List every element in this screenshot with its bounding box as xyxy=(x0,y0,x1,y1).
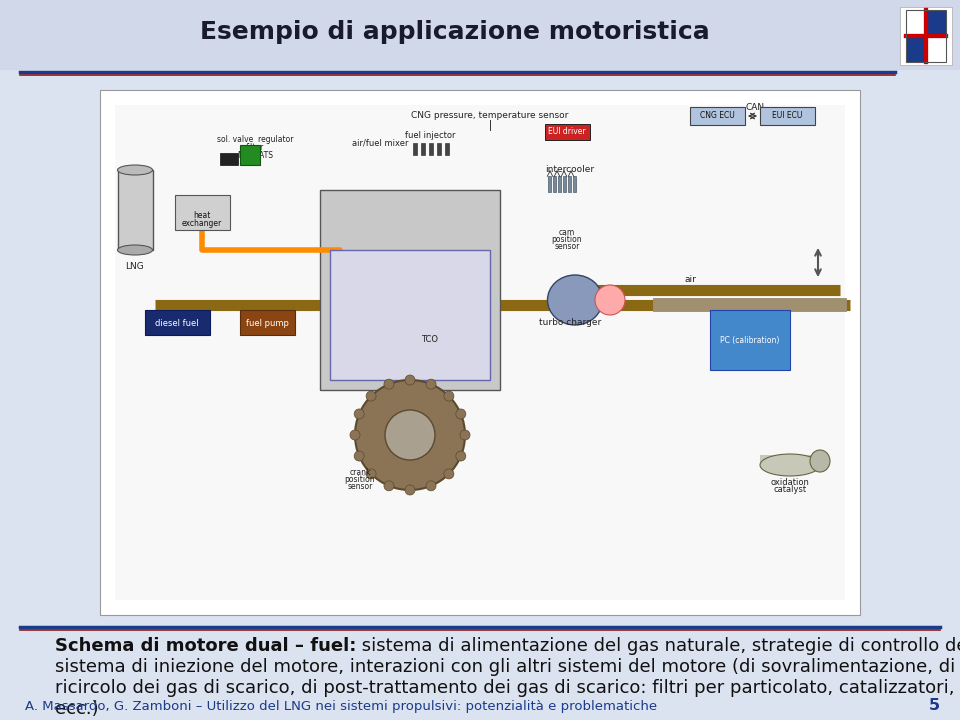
Circle shape xyxy=(355,380,465,490)
Text: position: position xyxy=(345,475,375,484)
Bar xyxy=(760,107,815,125)
Text: Map, ATS: Map, ATS xyxy=(237,151,273,160)
Bar xyxy=(573,176,576,192)
Text: CNG pressure, temperature sensor: CNG pressure, temperature sensor xyxy=(411,110,568,120)
Text: PC (calibration): PC (calibration) xyxy=(720,336,780,344)
Text: TCO: TCO xyxy=(421,335,439,344)
Bar xyxy=(100,90,860,615)
Circle shape xyxy=(350,430,360,440)
Ellipse shape xyxy=(117,165,153,175)
Text: heat: heat xyxy=(193,212,210,220)
Circle shape xyxy=(385,410,435,460)
Text: EUI driver: EUI driver xyxy=(548,127,586,137)
Bar xyxy=(906,10,946,62)
Circle shape xyxy=(405,485,415,495)
Bar xyxy=(240,145,260,165)
Circle shape xyxy=(426,379,436,390)
Bar xyxy=(906,36,926,62)
Bar xyxy=(330,250,490,380)
Text: sistema di alimentazione del gas naturale, strategie di controllo del: sistema di alimentazione del gas natural… xyxy=(356,637,960,655)
Text: Schema di motore dual – fuel:: Schema di motore dual – fuel: xyxy=(55,637,356,655)
Text: diesel fuel: diesel fuel xyxy=(156,318,199,328)
Text: air: air xyxy=(684,275,696,284)
Text: turbo charger: turbo charger xyxy=(539,318,601,327)
Bar xyxy=(240,310,295,335)
Text: 5: 5 xyxy=(929,698,940,713)
Text: filter: filter xyxy=(246,143,264,152)
Bar xyxy=(558,176,561,192)
Text: LNG: LNG xyxy=(126,262,144,271)
Circle shape xyxy=(384,379,394,390)
Text: A. Massardo, G. Zamboni – Utilizzo del LNG nei sistemi propulsivi: potenzialità : A. Massardo, G. Zamboni – Utilizzo del L… xyxy=(25,700,658,713)
Circle shape xyxy=(426,481,436,491)
Bar xyxy=(220,153,238,165)
Text: air/fuel mixer: air/fuel mixer xyxy=(351,138,408,147)
Circle shape xyxy=(366,469,376,479)
Bar xyxy=(900,7,952,65)
Bar xyxy=(548,176,551,192)
Circle shape xyxy=(444,391,454,401)
Bar xyxy=(0,0,960,70)
Bar xyxy=(553,176,556,192)
Circle shape xyxy=(354,451,364,461)
Circle shape xyxy=(366,391,376,401)
Bar xyxy=(175,195,230,230)
Text: intercooler: intercooler xyxy=(545,165,594,174)
Text: ricircolo dei gas di scarico, di post-trattamento dei gas di scarico: filtri per: ricircolo dei gas di scarico, di post-tr… xyxy=(55,679,954,697)
Bar xyxy=(690,107,745,125)
Ellipse shape xyxy=(595,285,625,315)
Text: sensor: sensor xyxy=(554,242,580,251)
Text: ecc.): ecc.) xyxy=(55,700,99,718)
Circle shape xyxy=(456,451,466,461)
Text: CNG ECU: CNG ECU xyxy=(700,112,734,120)
Bar xyxy=(429,143,433,155)
Bar xyxy=(145,310,210,335)
Bar xyxy=(568,176,571,192)
Bar xyxy=(118,170,153,250)
Text: CAN: CAN xyxy=(745,103,764,112)
Bar xyxy=(710,310,790,370)
Ellipse shape xyxy=(547,275,603,325)
Circle shape xyxy=(384,481,394,491)
Circle shape xyxy=(444,469,454,479)
Text: catalyst: catalyst xyxy=(774,485,806,494)
Ellipse shape xyxy=(117,245,153,255)
Ellipse shape xyxy=(810,450,830,472)
Bar xyxy=(563,176,566,192)
Bar xyxy=(445,143,449,155)
Circle shape xyxy=(405,375,415,385)
Circle shape xyxy=(354,409,364,419)
Bar xyxy=(413,143,417,155)
Bar xyxy=(115,105,845,600)
Text: fuel injector: fuel injector xyxy=(405,131,455,140)
Bar xyxy=(437,143,441,155)
Circle shape xyxy=(460,430,470,440)
Ellipse shape xyxy=(760,454,820,476)
Text: exchanger: exchanger xyxy=(181,218,222,228)
Text: Esempio di applicazione motoristica: Esempio di applicazione motoristica xyxy=(200,20,709,44)
Text: sistema di iniezione del motore, interazioni con gli altri sistemi del motore (d: sistema di iniezione del motore, interaz… xyxy=(55,658,955,676)
Bar xyxy=(320,190,500,390)
Text: cam: cam xyxy=(559,228,575,237)
Text: sol. valve  regulator: sol. valve regulator xyxy=(217,135,293,144)
Text: position: position xyxy=(552,235,583,244)
Bar xyxy=(421,143,425,155)
Circle shape xyxy=(456,409,466,419)
Bar xyxy=(545,124,590,140)
Text: crank: crank xyxy=(349,468,371,477)
Bar xyxy=(926,10,946,36)
Text: EUI ECU: EUI ECU xyxy=(772,112,803,120)
Bar xyxy=(760,455,820,466)
Text: fuel pump: fuel pump xyxy=(246,318,288,328)
Text: oxidation: oxidation xyxy=(771,478,809,487)
Text: sensor: sensor xyxy=(348,482,372,491)
